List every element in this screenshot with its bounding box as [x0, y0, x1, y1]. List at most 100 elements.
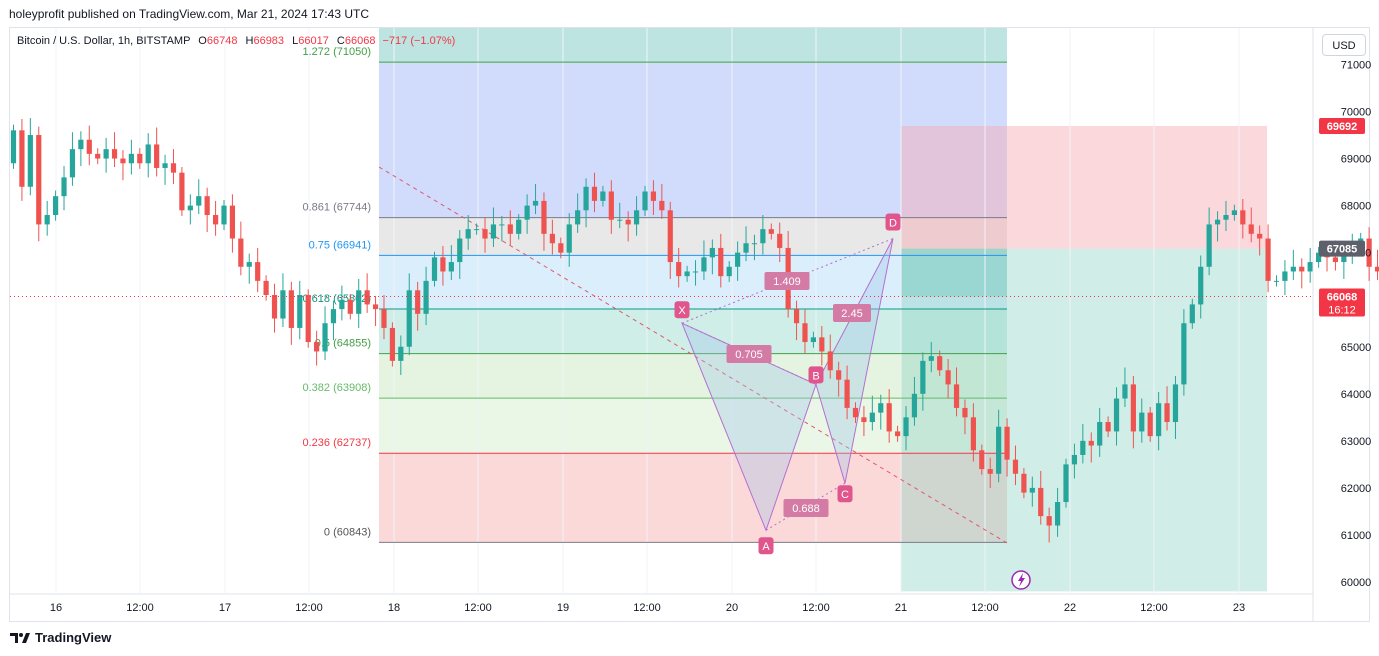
candle-body	[1223, 215, 1229, 220]
candle-body	[718, 247, 724, 277]
symbol-name[interactable]: Bitcoin / U.S. Dollar, 1h, BITSTAMP	[17, 35, 191, 47]
candle-body	[128, 153, 134, 164]
short-position-target-zone[interactable]	[901, 248, 1267, 592]
x-tick-label: 12:00	[464, 602, 492, 614]
candle-body	[364, 290, 370, 305]
x-tick-label: 16	[50, 602, 62, 614]
candle-body	[120, 158, 126, 164]
candle-body	[465, 229, 471, 239]
candle-body	[95, 153, 101, 159]
pattern-point-b-bg	[808, 366, 824, 384]
fib-band-7	[379, 453, 1007, 543]
candle-body	[103, 149, 109, 159]
candle-body	[743, 243, 749, 253]
candle-body	[1147, 412, 1153, 437]
candle-body	[1299, 266, 1305, 272]
candle-body	[1374, 266, 1379, 272]
candle-body	[330, 309, 337, 324]
fib-band-4	[379, 309, 1007, 354]
candle-body	[1248, 224, 1254, 234]
candle-body	[111, 149, 118, 159]
candle-body	[398, 346, 404, 361]
fib-level-label-4: 0.5 (64855)	[315, 338, 371, 350]
candle-body	[507, 224, 513, 234]
x-tick-label: 12:00	[126, 602, 154, 614]
x-tick-label: 12:00	[971, 602, 999, 614]
candle-body	[810, 337, 816, 343]
candle-body	[179, 172, 185, 211]
y-tick-label: 63000	[1341, 436, 1372, 448]
open-value: 66748	[206, 35, 238, 47]
candle-body	[339, 299, 345, 310]
candle-body	[516, 219, 522, 234]
candle-body	[196, 196, 202, 206]
candle-body	[793, 309, 800, 324]
candle-body	[650, 191, 657, 201]
lightning-bolt	[1018, 573, 1025, 587]
candle-body	[709, 247, 715, 258]
candle-body	[945, 370, 951, 385]
candle-body	[297, 294, 303, 328]
footer-brand[interactable]: TradingView	[35, 630, 112, 645]
candle-body	[996, 426, 1002, 474]
ratio-label-bd-bg	[833, 304, 871, 322]
candle-body	[1004, 426, 1010, 460]
candle-body	[617, 219, 623, 221]
candle-body	[1332, 257, 1339, 263]
candle-body	[659, 200, 665, 211]
candle-body	[1366, 238, 1372, 267]
ratio-label-ac: 0.688	[792, 503, 820, 515]
candle-body	[692, 271, 699, 273]
price-badge-label: 66068	[1327, 292, 1358, 304]
candle-body	[920, 360, 926, 394]
candle-body	[145, 144, 151, 164]
candle-body	[406, 290, 412, 347]
candle-body	[768, 229, 774, 234]
candle-body	[154, 144, 160, 168]
y-tick-label: 69000	[1341, 154, 1372, 166]
fib-level-label-7: 0 (60843)	[324, 526, 371, 538]
candle-body	[583, 186, 589, 211]
pattern-point-d: D	[889, 218, 897, 230]
footer: TradingView	[9, 630, 111, 645]
ratio-label-xb-bg	[726, 345, 772, 363]
candle-body	[532, 200, 539, 206]
candle-body	[19, 130, 25, 187]
pattern-point-c-bg	[837, 485, 853, 503]
x-tick-label: 20	[726, 602, 738, 614]
y-tick-label: 60000	[1341, 577, 1372, 589]
candle-body	[280, 290, 286, 319]
pattern-point-a: A	[762, 541, 770, 553]
candle-body	[204, 196, 210, 216]
x-tick-label: 12:00	[295, 602, 323, 614]
candle-body	[524, 205, 530, 220]
pattern-point-b: B	[812, 370, 819, 382]
candle-body	[861, 417, 867, 423]
candle-body	[608, 191, 614, 220]
short-position-stop-zone[interactable]	[901, 125, 1267, 249]
fib-level-label-1: 0.861 (67744)	[303, 202, 372, 214]
candle-body	[676, 262, 682, 277]
candle-body	[356, 290, 362, 314]
candle-body	[558, 243, 564, 253]
candle-body	[448, 262, 454, 272]
x-tick-label: 21	[895, 602, 907, 614]
price-badge-label: 67085	[1327, 244, 1358, 256]
candle-body	[381, 309, 387, 328]
candle-body	[389, 327, 395, 361]
candle-body	[575, 210, 581, 225]
candle-body	[1029, 487, 1035, 493]
candle-body	[979, 450, 985, 470]
ratio-label-ac-bg	[783, 499, 829, 517]
currency-button[interactable]: USD	[1322, 34, 1366, 56]
y-tick-label: 65000	[1341, 342, 1372, 354]
candle-body	[667, 210, 673, 263]
candle-body	[1265, 238, 1271, 281]
y-tick-label: 62000	[1341, 483, 1372, 495]
candle-body	[911, 393, 918, 418]
candle-body	[162, 163, 168, 168]
x-tick-label: 12:00	[633, 602, 661, 614]
candle-body	[27, 135, 33, 187]
y-tick-label: 61000	[1341, 530, 1372, 542]
